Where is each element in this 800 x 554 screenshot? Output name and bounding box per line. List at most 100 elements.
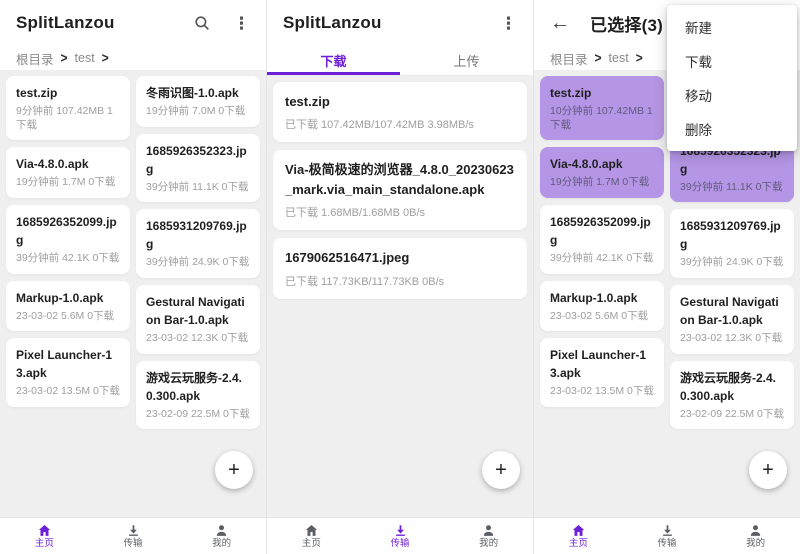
nav-label: 主页 — [301, 538, 321, 550]
nav-transfer[interactable]: 传输 — [623, 518, 712, 554]
tab-upload[interactable]: 上传 — [453, 54, 480, 69]
transfer-tabs: 下载 上传 — [267, 46, 533, 76]
chevron-right-icon: > — [101, 49, 109, 67]
overflow-menu-icon[interactable]: ⋮ — [500, 13, 517, 33]
breadcrumb-folder[interactable]: test — [608, 51, 629, 65]
file-card[interactable]: Pixel Launcher-13.apk 23-03-02 13.5M 0下载 — [6, 338, 130, 407]
transfers-toolbar: SplitLanzou ⋮ — [267, 0, 533, 46]
menu-item-download[interactable]: 下载 — [685, 55, 712, 70]
file-name: Pixel Launcher-13.apk — [16, 348, 113, 381]
transfer-card[interactable]: Via-极简极速的浏览器_4.8.0_20230623_mark.via_mai… — [273, 150, 527, 231]
file-card[interactable]: 1685926352099.jpg 39分钟前 42.1K 0下载 — [6, 204, 130, 274]
file-meta: 23-03-02 13.5M 0下载 — [550, 385, 654, 398]
file-card[interactable]: test.zip 10分钟前 107.42MB 1下载 — [540, 76, 664, 141]
file-card[interactable]: 1685931209769.jpg 39分钟前 24.9K 0下载 — [670, 209, 794, 278]
file-grid-column-left: test.zip 10分钟前 107.42MB 1下载 Via-4.8.0.ap… — [540, 76, 664, 407]
file-meta: 39分钟前 24.9K 0下载 — [146, 256, 250, 269]
breadcrumb-folder[interactable]: test — [74, 51, 95, 65]
file-card[interactable]: Markup-1.0.apk 23-03-02 5.6M 0下载 — [540, 280, 664, 332]
nav-transfer[interactable]: 传输 — [356, 518, 445, 554]
menu-item-move[interactable]: 移动 — [685, 89, 712, 104]
file-meta: 39分钟前 42.1K 0下载 — [16, 251, 120, 264]
file-grid-column-left: test.zip 9分钟前 107.42MB 1下载 Via-4.8.0.apk… — [6, 76, 130, 407]
nav-label: 传输 — [123, 538, 143, 550]
menu-item-new[interactable]: 新建 — [685, 21, 712, 36]
file-card[interactable]: 冬雨识图-1.0.apk 19分钟前 7.0M 0下载 — [136, 76, 260, 127]
transfer-card[interactable]: 1679062516471.jpeg 已下载 117.73KB/117.73KB… — [273, 238, 527, 299]
transfer-progress: 已下载 107.42MB/107.42MB 3.98MB/s — [285, 119, 474, 132]
transfer-progress: 已下载 1.68MB/1.68MB 0B/s — [285, 207, 425, 220]
tab-download[interactable]: 下载 — [267, 46, 400, 75]
file-name: Pixel Launcher-13.apk — [550, 348, 647, 381]
person-icon — [216, 525, 227, 537]
nav-label: 主页 — [34, 538, 54, 550]
nav-label: 我的 — [746, 538, 766, 550]
file-name: 1685931209769.jpg — [680, 219, 781, 252]
nav-label: 我的 — [479, 538, 499, 550]
file-meta: 39分钟前 42.1K 0下载 — [550, 251, 654, 264]
breadcrumb-root[interactable]: 根目录 — [550, 52, 588, 67]
file-card[interactable]: 游戏云玩服务-2.4.0.300.apk 23-02-09 22.5M 0下载 — [670, 360, 794, 430]
breadcrumb: 根目录 > test > — [0, 46, 266, 70]
file-meta: 10分钟前 107.42MB 1下载 — [550, 105, 653, 131]
chevron-right-icon: > — [60, 49, 68, 67]
nav-transfer[interactable]: 传输 — [89, 518, 178, 554]
file-name: Gestural Navigation Bar-1.0.apk — [146, 294, 245, 327]
add-fab-button[interactable]: + — [215, 451, 253, 489]
file-meta: 23-02-09 22.5M 0下载 — [680, 407, 784, 420]
add-fab-button[interactable]: + — [749, 451, 787, 489]
search-icon[interactable] — [193, 14, 211, 32]
add-fab-button[interactable]: + — [482, 451, 520, 489]
chevron-right-icon: > — [635, 49, 643, 67]
app-title: SplitLanzou — [283, 13, 382, 32]
file-card[interactable]: Gestural Navigation Bar-1.0.apk 23-03-02… — [670, 284, 794, 354]
file-name: test.zip — [550, 86, 592, 100]
app-title: SplitLanzou — [16, 13, 115, 32]
transfer-file-name: Via-极简极速的浏览器_4.8.0_20230623_mark.via_mai… — [285, 162, 514, 198]
transfer-list: test.zip 已下载 107.42MB/107.42MB 3.98MB/s … — [267, 76, 533, 517]
person-icon — [483, 525, 494, 537]
file-card[interactable]: Via-4.8.0.apk 19分钟前 1.7M 0下载 — [540, 147, 664, 198]
file-card[interactable]: 1685931209769.jpg 39分钟前 24.9K 0下载 — [136, 209, 260, 278]
file-name: Gestural Navigation Bar-1.0.apk — [680, 294, 779, 327]
file-card[interactable]: Pixel Launcher-13.apk 23-03-02 13.5M 0下载 — [540, 338, 664, 407]
file-name: test.zip — [16, 86, 58, 100]
file-meta: 39分钟前 11.1K 0下载 — [680, 180, 783, 193]
nav-mine[interactable]: 我的 — [177, 518, 266, 554]
nav-home[interactable]: 主页 — [267, 518, 356, 554]
nav-home[interactable]: 主页 — [534, 518, 623, 554]
file-card[interactable]: Via-4.8.0.apk 19分钟前 1.7M 0下载 — [6, 147, 130, 198]
file-card[interactable]: test.zip 9分钟前 107.42MB 1下载 — [6, 76, 130, 141]
file-browser-screen: SplitLanzou ⋮ 根目录 > test > test — [0, 0, 266, 554]
transfer-items: test.zip 已下载 107.42MB/107.42MB 3.98MB/s … — [273, 82, 527, 299]
file-name: 1685926352099.jpg — [16, 214, 117, 247]
overflow-dropdown-menu: 新建 下载 移动 删除 — [667, 5, 797, 151]
breadcrumb-root[interactable]: 根目录 — [16, 52, 54, 67]
file-card[interactable]: 1685926352099.jpg 39分钟前 42.1K 0下载 — [540, 204, 664, 274]
overflow-menu-icon[interactable]: ⋮ — [233, 13, 250, 33]
nav-mine[interactable]: 我的 — [444, 518, 533, 554]
file-name: 游戏云玩服务-2.4.0.300.apk — [680, 370, 777, 403]
back-arrow-icon[interactable]: ← — [550, 12, 570, 34]
download-icon — [128, 525, 138, 537]
file-name: Via-4.8.0.apk — [550, 157, 623, 172]
chevron-right-icon: > — [594, 49, 602, 67]
menu-item-delete[interactable]: 删除 — [685, 123, 712, 138]
file-meta: 23-02-09 22.5M 0下载 — [146, 407, 250, 420]
nav-home[interactable]: 主页 — [0, 518, 89, 554]
file-meta: 19分钟前 1.7M 0下载 — [16, 176, 116, 189]
toolbar-actions: ⋮ — [500, 15, 517, 32]
file-name: 1685926352099.jpg — [550, 214, 651, 247]
selection-screen: ← 已选择(3) 根目录 > test > test.zip 10分钟前 107… — [533, 0, 800, 554]
transfer-file-name: 1679062516471.jpeg — [285, 250, 410, 266]
file-card[interactable]: 1685926352323.jpg 39分钟前 11.1K 0下载 — [136, 133, 260, 203]
file-card[interactable]: Gestural Navigation Bar-1.0.apk 23-03-02… — [136, 284, 260, 354]
file-grid: test.zip 9分钟前 107.42MB 1下载 Via-4.8.0.apk… — [0, 70, 266, 517]
transfer-card[interactable]: test.zip 已下载 107.42MB/107.42MB 3.98MB/s — [273, 82, 527, 143]
person-icon — [750, 525, 761, 537]
file-card[interactable]: 游戏云玩服务-2.4.0.300.apk 23-02-09 22.5M 0下载 — [136, 360, 260, 430]
bottom-nav: 主页 传输 我的 — [0, 517, 266, 554]
file-meta: 39分钟前 11.1K 0下载 — [146, 180, 249, 193]
file-card[interactable]: Markup-1.0.apk 23-03-02 5.6M 0下载 — [6, 280, 130, 332]
nav-mine[interactable]: 我的 — [711, 518, 800, 554]
